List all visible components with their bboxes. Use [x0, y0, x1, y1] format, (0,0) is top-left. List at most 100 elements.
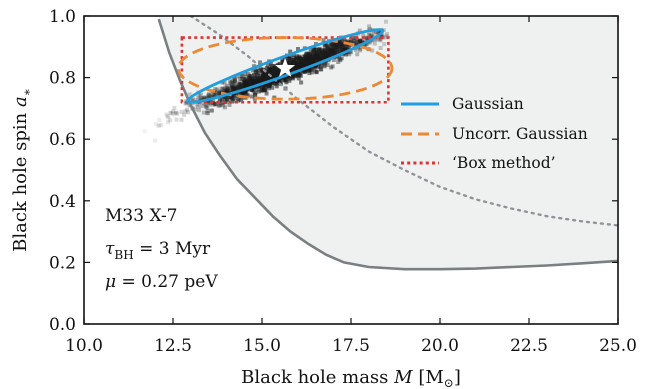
posterior-sample-point [327, 49, 331, 54]
posterior-sample-point [318, 53, 323, 58]
posterior-sample-point [330, 64, 335, 69]
posterior-sample-point [364, 36, 369, 41]
posterior-sample-point [254, 80, 259, 85]
posterior-sample-point [333, 51, 338, 56]
posterior-sample-point [314, 42, 318, 46]
posterior-sample-point [367, 33, 372, 38]
posterior-sample-point [332, 48, 337, 52]
posterior-sample-point [251, 82, 255, 87]
posterior-sample-point [324, 56, 329, 61]
posterior-sample-point [339, 43, 344, 48]
posterior-sample-point [251, 79, 256, 84]
posterior-sample-point [190, 97, 195, 102]
posterior-sample-point [304, 51, 309, 56]
annotation-box: M33 X-7 τBH = 3 Myr μ = 0.27 peV [105, 206, 218, 292]
posterior-sample-point [260, 84, 265, 89]
posterior-sample-point [315, 53, 320, 58]
posterior-sample-point [346, 39, 351, 44]
posterior-sample-point [319, 52, 323, 56]
posterior-sample-point [339, 48, 344, 53]
posterior-sample-point [257, 77, 262, 82]
posterior-sample-point [308, 48, 313, 53]
posterior-sample-point [378, 37, 383, 41]
posterior-sample-point [243, 75, 248, 80]
posterior-sample-point [322, 55, 327, 60]
posterior-sample-point [220, 97, 225, 102]
posterior-sample-point [253, 78, 258, 83]
posterior-sample-point [382, 42, 387, 47]
posterior-sample-point [307, 71, 312, 76]
posterior-sample-point [255, 68, 260, 73]
posterior-sample-point [243, 84, 248, 89]
posterior-sample-point [369, 33, 374, 38]
posterior-sample-point [219, 86, 224, 91]
posterior-sample-point [338, 43, 343, 48]
posterior-sample-point [243, 82, 248, 87]
posterior-sample-point [206, 93, 211, 98]
posterior-sample-point [153, 122, 158, 127]
posterior-sample-point [290, 69, 295, 74]
posterior-sample-point [240, 85, 245, 90]
posterior-sample-point [344, 47, 349, 52]
posterior-sample-point [231, 88, 236, 93]
posterior-sample-point [304, 55, 308, 60]
posterior-sample-point [318, 48, 323, 52]
posterior-sample-point [353, 37, 357, 42]
posterior-sample-point [217, 92, 222, 97]
x-tick-label: 20.0 [421, 336, 459, 356]
posterior-sample-point [313, 53, 318, 58]
posterior-sample-point [253, 70, 258, 75]
posterior-sample-point [357, 28, 362, 33]
posterior-sample-point [245, 93, 250, 98]
posterior-sample-point [323, 56, 328, 60]
posterior-sample-point [217, 97, 222, 102]
posterior-sample-point [274, 66, 279, 71]
posterior-sample-point [222, 80, 227, 85]
posterior-sample-point [318, 50, 323, 55]
posterior-sample-point [198, 96, 203, 101]
box-method-rectangle [180, 36, 390, 104]
posterior-sample-point [253, 75, 258, 80]
posterior-sample-point [172, 106, 177, 110]
posterior-sample-point [328, 53, 333, 58]
posterior-sample-point [244, 85, 249, 90]
posterior-sample-point [320, 54, 325, 59]
posterior-sample-point [202, 95, 206, 100]
posterior-samples [142, 19, 390, 143]
posterior-sample-point [325, 49, 330, 54]
x-tick-label: 15.0 [243, 336, 281, 356]
posterior-sample-point [316, 59, 321, 64]
y-tick-label: 1.0 [49, 7, 76, 27]
posterior-sample-point [312, 51, 317, 56]
posterior-sample-point [315, 53, 320, 58]
posterior-sample-point [314, 47, 319, 52]
posterior-sample-point [225, 90, 230, 95]
posterior-sample-point [314, 51, 319, 55]
posterior-sample-point [237, 92, 242, 97]
posterior-sample-point [174, 117, 179, 122]
posterior-sample-point [217, 90, 222, 95]
posterior-sample-point [243, 81, 248, 86]
posterior-sample-point [239, 85, 244, 90]
posterior-sample-point [260, 75, 265, 80]
posterior-sample-point [236, 83, 241, 87]
posterior-sample-point [251, 79, 256, 84]
posterior-sample-point [159, 123, 164, 128]
posterior-sample-point [340, 45, 345, 50]
posterior-sample-point [366, 30, 371, 35]
posterior-sample-point [373, 29, 378, 34]
posterior-sample-point [232, 86, 237, 91]
posterior-sample-point [333, 44, 338, 49]
posterior-sample-point [341, 41, 346, 46]
posterior-sample-point [243, 77, 248, 82]
posterior-sample-point [336, 45, 341, 49]
posterior-sample-point [338, 50, 343, 55]
posterior-sample-point [217, 99, 222, 104]
posterior-sample-point [317, 47, 322, 52]
posterior-sample-point [318, 67, 323, 72]
posterior-sample-point [354, 41, 359, 46]
posterior-sample-point [252, 82, 257, 87]
posterior-sample-point [317, 58, 322, 63]
posterior-sample-point [246, 83, 251, 88]
posterior-sample-point [312, 60, 317, 65]
